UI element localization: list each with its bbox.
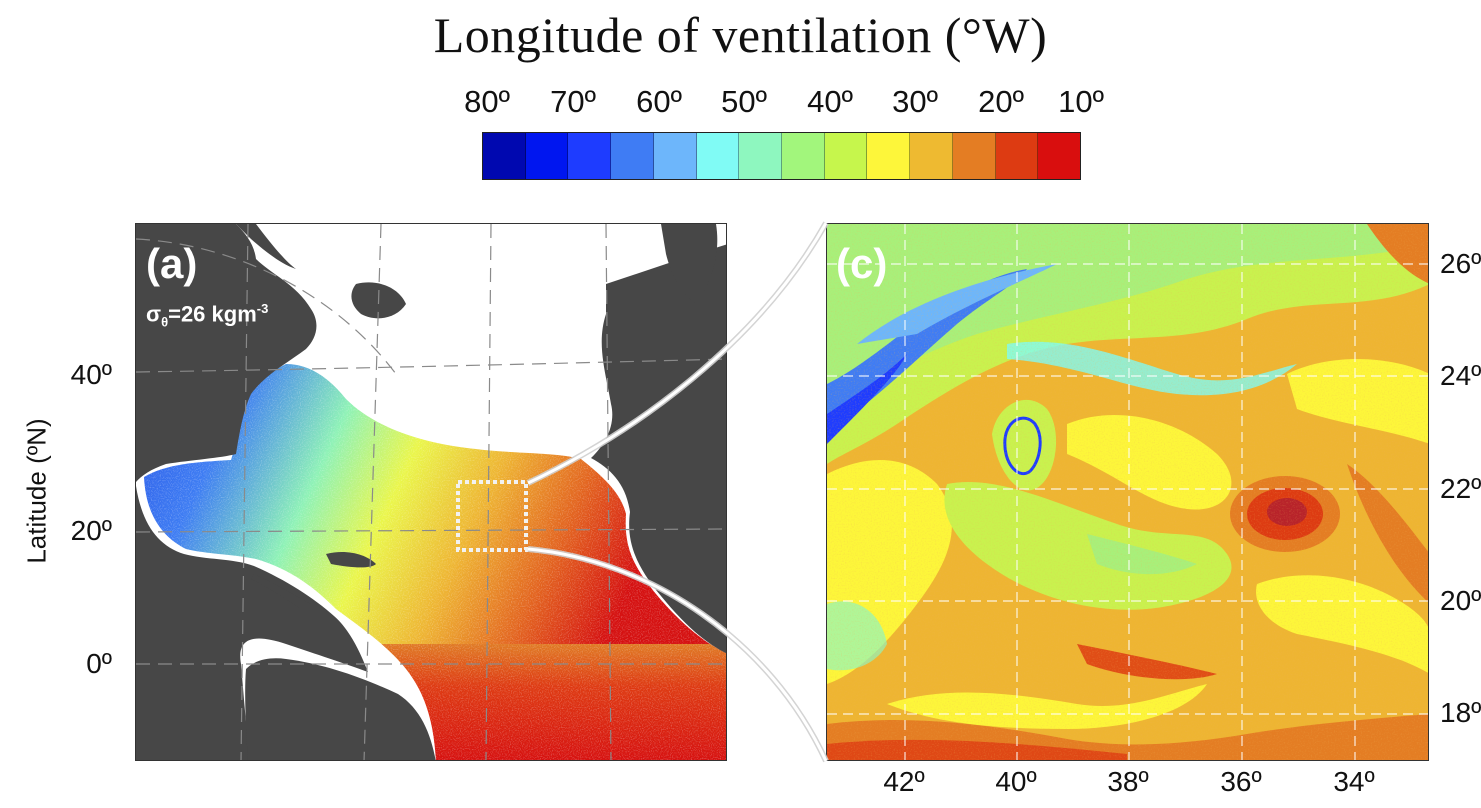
colorbar-tick-80: 80º	[464, 84, 510, 119]
colorbar-tick-70: 70º	[550, 84, 596, 119]
panel-label-c: (c)	[836, 240, 888, 287]
xtick-c-36: 36º	[1220, 766, 1262, 797]
colorbar-swatch-3	[611, 133, 654, 179]
colorbar-swatch-8	[824, 133, 868, 179]
ytick-c-22: 22º	[1440, 473, 1481, 504]
colorbar-swatch-7	[782, 133, 825, 179]
y-axis-label: Latitude (ºN)	[21, 418, 52, 564]
panel-label-a: (a)	[146, 240, 198, 287]
colorbar-tick-20: 20º	[978, 84, 1024, 119]
density-subscript: θ	[161, 314, 169, 330]
colorbar-swatch-5	[696, 133, 740, 179]
colorbar-swatch-11	[952, 133, 996, 179]
map-panel-c	[826, 223, 1429, 761]
colorbar-tick-60: 60º	[636, 84, 682, 119]
colorbar-swatch-10	[910, 133, 953, 179]
density-exponent: -3	[256, 301, 269, 316]
colorbar-swatch-12	[995, 133, 1039, 179]
colorbar-swatch-4	[653, 133, 697, 179]
colorbar	[482, 132, 1081, 180]
colorbar-tick-50: 50º	[721, 84, 767, 119]
ytick-c-20: 20º	[1440, 585, 1481, 616]
xtick-c-34: 34º	[1333, 766, 1375, 797]
ytick-c-18: 18º	[1440, 697, 1481, 728]
colorbar-swatch-6	[739, 133, 783, 179]
colorbar-swatch-9	[867, 133, 911, 179]
ytick-c-24: 24º	[1440, 360, 1481, 391]
colorbar-swatch-0	[483, 133, 526, 179]
ytick-c-26: 26º	[1440, 248, 1481, 279]
colorbar-swatch-13	[1038, 133, 1081, 179]
density-annotation: σθ=26 kgm-3	[146, 301, 268, 330]
ytick-a-40: 40º	[70, 359, 112, 390]
colorbar-tick-40: 40º	[807, 84, 853, 119]
ytick-a-20: 20º	[70, 515, 112, 546]
colorbar-tick-10: 10º	[1058, 84, 1104, 119]
ytick-a-0: 0º	[86, 648, 112, 679]
xtick-c-42: 42º	[883, 766, 925, 797]
figure-title: Longitude of ventilation (°W)	[433, 7, 1048, 63]
density-value: =26 kgm	[168, 301, 257, 327]
colorbar-swatch-1	[525, 133, 569, 179]
density-symbol: σ	[146, 301, 162, 327]
colorbar-tick-labels: 80º 70º 60º 50º 40º 30º 20º 10º	[0, 84, 1481, 124]
colorbar-tick-30: 30º	[892, 84, 938, 119]
xtick-c-38: 38º	[1107, 766, 1149, 797]
colorbar-swatch-2	[568, 133, 612, 179]
xtick-c-40: 40º	[995, 766, 1037, 797]
